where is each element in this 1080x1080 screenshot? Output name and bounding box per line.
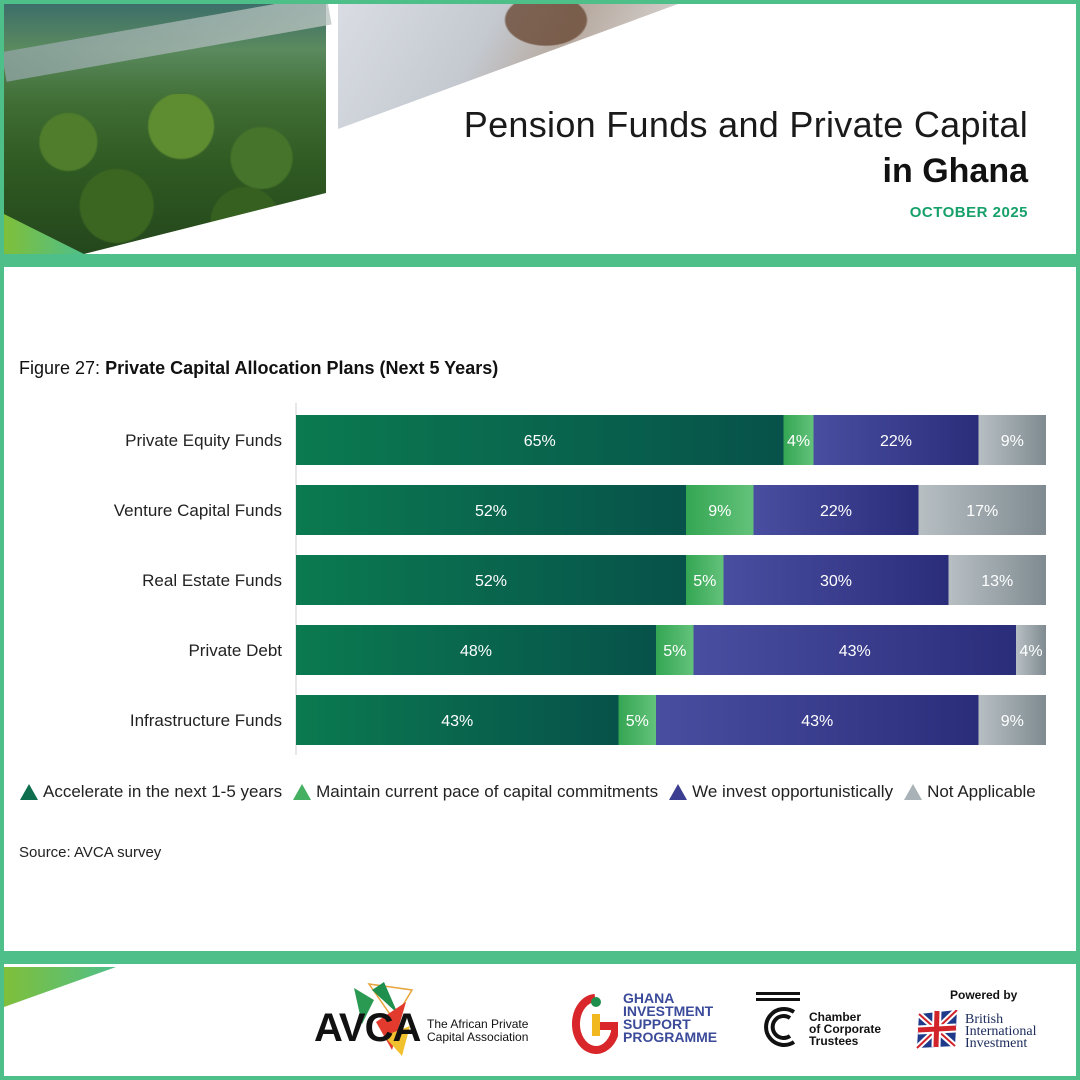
data-label: 52% [475,503,507,520]
category-label: Private Debt [188,641,282,660]
cct-line3: Trustees [809,1034,859,1048]
header-photo-aerial [4,4,332,254]
legend-triangle-icon [293,784,312,800]
data-label: 22% [820,503,852,520]
bar-segment-opportunistic [753,485,919,535]
bii-line2: International [965,1024,1037,1039]
bar-segment-opportunistic [813,415,979,465]
bar-segment-not-applicable [948,555,1046,605]
category-label: Real Estate Funds [142,571,282,590]
gisp-line3: SUPPORT [623,1016,691,1032]
report-date: OCTOBER 2025 [909,204,1028,221]
bar-segment-maintain [618,695,656,745]
data-label: 13% [981,573,1013,590]
figure-source: Source: AVCA survey [19,844,162,861]
cct-line2: of Corporate [809,1022,881,1036]
data-label: 65% [524,433,556,450]
data-label: 17% [966,503,998,520]
data-label: 52% [475,573,507,590]
gisp-logo: GHANA INVESTMENT SUPPORT PROGRAMME [572,990,722,1055]
avca-name-line2: Capital Association [427,1030,529,1044]
legend-label: We invest opportunistically [692,782,894,801]
bii-powered-by: Powered by [950,988,1018,1002]
bar-segment-maintain [686,555,724,605]
bar-segment-not-applicable [918,485,1046,535]
bar-segment-opportunistic [656,695,979,745]
legend-item-maintain: Maintain current pace of capital commitm… [292,782,658,802]
category-label: Infrastructure Funds [130,711,282,730]
legend-triangle-icon [20,784,38,800]
report-title: Pension Funds and Private Capital [463,104,1028,145]
bar-segment-not-applicable [978,695,1046,745]
cct-logo: Chamber of Corporate Trustees [754,990,894,1052]
data-label: 9% [1001,713,1024,730]
bar-segment-maintain [686,485,754,535]
header-banner: Pension Funds and Private Capital in Gha… [4,4,1076,254]
bar-segment-accelerate [296,625,656,675]
cct-line1: Chamber [809,1010,862,1024]
data-label: 48% [460,643,492,660]
gisp-emblem-icon [572,994,618,1054]
category-label: Private Equity Funds [125,431,282,450]
chart-legend: Accelerate in the next 1-5 years Maintai… [19,782,1046,802]
data-label: 5% [626,713,649,730]
legend-item-opportunistic: We invest opportunistically [668,782,893,802]
figure-title-text: Private Capital Allocation Plans (Next 5… [105,358,499,378]
avca-emblem-icon [354,982,414,1056]
gisp-line1: GHANA [623,990,675,1006]
data-label: 22% [880,433,912,450]
legend-label: Not Applicable [927,782,1036,801]
legend-item-not-applicable: Not Applicable [903,782,1036,802]
figure-number: Figure 27: [19,358,101,378]
bii-line1: British [965,1012,1004,1027]
data-label: 5% [663,643,686,660]
data-label: 9% [708,503,731,520]
data-label: 4% [787,433,810,450]
gisp-line2: INVESTMENT [623,1003,714,1019]
bar-segment-accelerate [296,695,619,745]
bar-segment-not-applicable [1016,625,1046,675]
data-label: 4% [1019,643,1042,660]
bar-segment-opportunistic [723,555,949,605]
data-label: 43% [801,713,833,730]
footer-divider-band [4,951,1076,964]
bar-segment-opportunistic [693,625,1016,675]
data-label: 43% [839,643,871,660]
uk-flag-icon [915,1010,959,1050]
cct-emblem-icon [756,992,800,1047]
bar-segment-accelerate [296,485,686,535]
bar-segment-maintain [783,415,814,465]
data-label: 43% [441,713,473,730]
data-label: 9% [1001,433,1024,450]
header-divider-band [4,254,1076,267]
stacked-bar-chart: Private Equity Funds 65% 4% 22% 9% Venture Ca… [114,403,1046,755]
avca-name-line1: The African Private [427,1017,529,1031]
legend-triangle-icon [669,784,688,800]
legend-triangle-icon [904,784,923,800]
bar-segment-accelerate [296,415,784,465]
bii-logo: Powered by British International Investm… [915,988,1055,1054]
gisp-line4: PROGRAMME [623,1029,718,1045]
legend-item-accelerate: Accelerate in the next 1-5 years [19,782,282,802]
bii-line3: Investment [965,1036,1028,1051]
data-label: 5% [693,573,716,590]
bar-segment-not-applicable [978,415,1046,465]
bar-segment-maintain [656,625,694,675]
category-label: Venture Capital Funds [114,501,282,520]
report-title-country: in Ghana [882,152,1028,190]
avca-logo: AVCA The African Private Capital Associa… [314,980,544,1060]
footer-accent-triangle [4,967,116,1007]
legend-label: Accelerate in the next 1-5 years [43,782,283,801]
legend-label: Maintain current pace of capital commitm… [316,782,659,801]
figure-title: Figure 27: Private Capital Allocation Pl… [19,358,498,379]
bar-segment-accelerate [296,555,686,605]
avca-wordmark: AVCA [314,1006,421,1050]
data-label: 30% [820,573,852,590]
